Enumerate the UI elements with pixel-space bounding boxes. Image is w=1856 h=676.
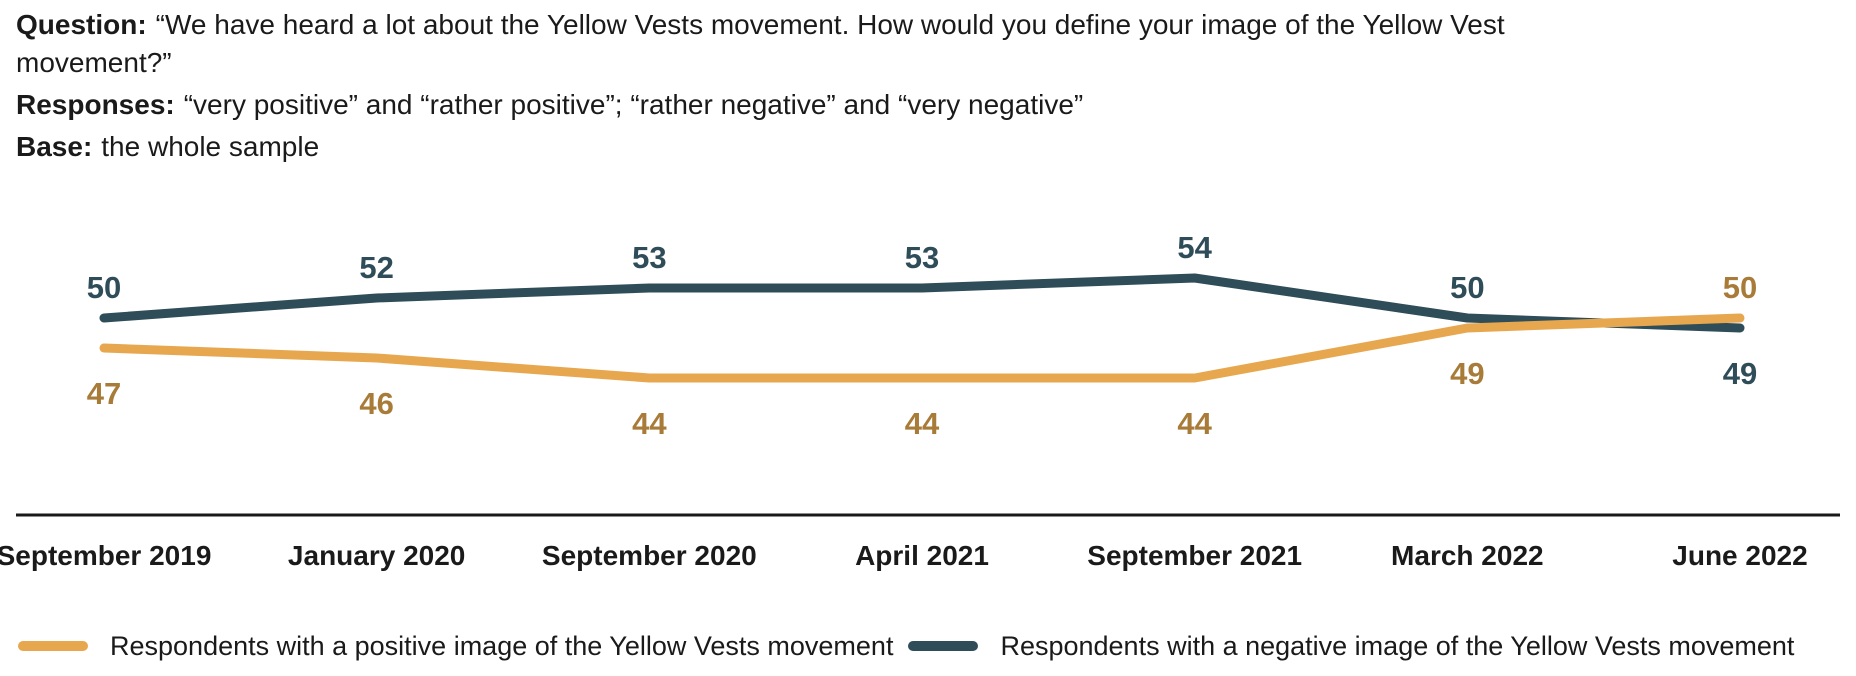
chart-legend: Respondents with a positive image of the… [18,628,1850,664]
positive-value-label-6: 50 [1723,270,1757,305]
negative-series-swatch [908,641,979,651]
legend-item-positive: Respondents with a positive image of the… [18,631,893,662]
negative-value-label-3: 53 [905,240,939,275]
x-axis-label-1: January 2020 [288,540,465,571]
responses-label: Responses: [16,89,175,120]
x-axis-label-4: September 2021 [1087,540,1302,571]
x-axis-label-2: September 2020 [542,540,757,571]
negative-value-label-2: 53 [632,240,666,275]
x-axis-label-0: September 2019 [0,540,211,571]
positive-value-label-0: 47 [87,376,121,411]
base-line: Base: the whole sample [16,128,1836,166]
x-axis-label-5: March 2022 [1391,540,1544,571]
x-axis-label-6: June 2022 [1672,540,1807,571]
negative-value-label-0: 50 [87,270,121,305]
negative-value-label-4: 54 [1177,230,1212,265]
responses-line: Responses: “very positive” and “rather po… [16,86,1836,124]
legend-label-positive: Respondents with a positive image of the… [110,630,894,661]
negative-series-line [99,273,1745,333]
question-text-1: “We have heard a lot about the Yellow Ve… [155,9,1505,40]
positive-value-label-5: 49 [1450,356,1484,391]
base-text: the whole sample [101,131,320,162]
responses-text: “very positive” and “rather positive”; “… [183,89,1084,120]
x-axis-label-3: April 2021 [855,540,989,571]
question-line-2: movement?” [16,44,1836,82]
question-line-1: Question: “We have heard a lot about the … [16,6,1836,44]
positive-series-line [99,313,1745,383]
base-label: Base: [16,131,93,162]
negative-value-label-5: 50 [1450,270,1484,305]
positive-series-swatch [18,641,88,651]
negative-value-label-6: 49 [1723,356,1757,391]
question-label: Question: [16,9,147,40]
legend-label-negative: Respondents with a negative image of the… [1000,630,1795,661]
negative-value-label-1: 52 [359,250,393,285]
header: Question: “We have heard a lot about the … [16,6,1836,166]
question-text-2: movement?” [16,47,172,78]
positive-value-label-4: 44 [1177,406,1212,441]
legend-item-negative: Respondents with a negative image of the… [908,631,1794,662]
positive-value-label-2: 44 [632,406,667,441]
positive-value-label-3: 44 [905,406,940,441]
positive-value-label-1: 46 [359,386,393,421]
